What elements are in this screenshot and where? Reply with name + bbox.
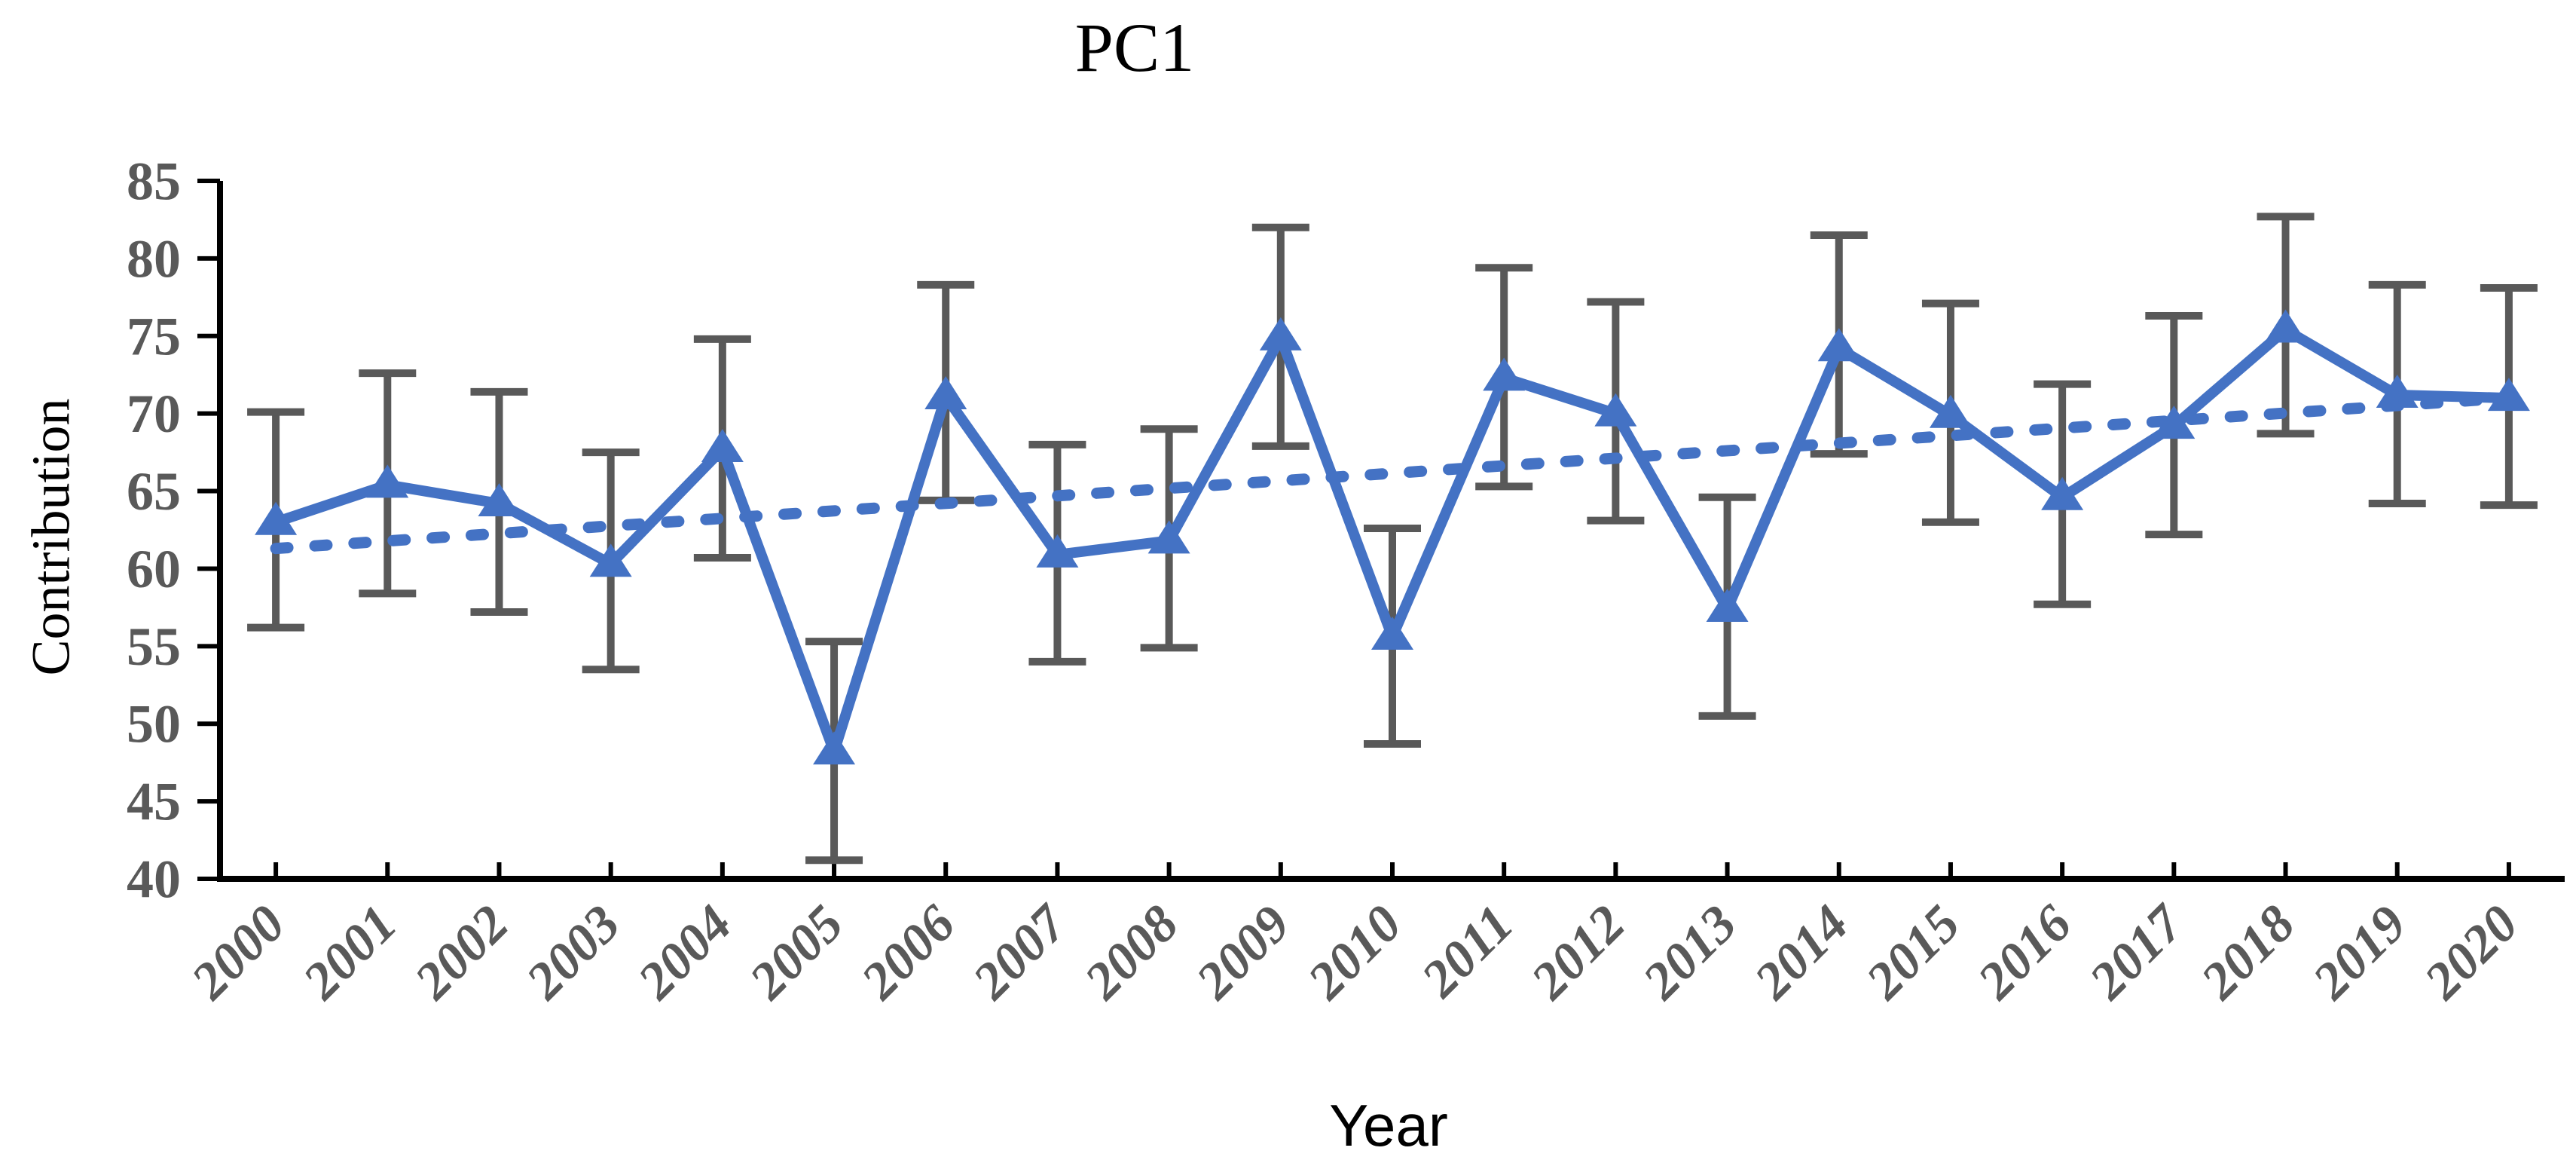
y-tick-label: 55 [127, 617, 181, 677]
series-marker-triangle [1706, 588, 1749, 622]
x-tick-label: 2009 [1185, 895, 1301, 1011]
x-tick-label: 2005 [738, 895, 854, 1011]
series-marker-triangle [2153, 406, 2196, 439]
y-tick-label: 40 [127, 849, 181, 909]
series-marker-triangle [813, 731, 856, 765]
series-marker-triangle [1371, 616, 1413, 650]
x-axis-title: Year [1329, 1092, 1448, 1158]
y-tick-label: 50 [127, 694, 181, 754]
x-tick-label: 2013 [1632, 895, 1748, 1011]
series-marker-triangle [1259, 317, 1302, 350]
x-tick-label: 2002 [404, 895, 520, 1011]
x-tick-label: 2008 [1074, 895, 1190, 1011]
series-marker-triangle [2264, 309, 2307, 343]
series-marker-triangle [2041, 476, 2084, 510]
x-tick-label: 2020 [2413, 895, 2529, 1011]
y-tick-label: 80 [127, 228, 181, 289]
series-marker-triangle [589, 543, 632, 577]
x-tick-label: 2007 [962, 893, 1080, 1011]
series-marker-triangle [2487, 378, 2530, 412]
series-marker-triangle [1036, 534, 1079, 568]
chart-title: PC1 [1074, 9, 1195, 86]
x-tick-label: 2011 [1410, 895, 1524, 1008]
x-tick-label: 2004 [627, 895, 743, 1011]
x-tick-label: 2006 [850, 895, 966, 1011]
x-tick-label: 2018 [2190, 895, 2306, 1011]
series-marker-triangle [1594, 393, 1637, 427]
series-marker-triangle [1817, 328, 1860, 362]
series-marker-triangle [366, 464, 409, 498]
y-tick-label: 65 [127, 461, 181, 522]
x-tick-label: 2000 [180, 895, 296, 1011]
series-marker-triangle [924, 376, 967, 410]
x-tick-label: 2017 [2078, 893, 2196, 1011]
x-tick-label: 2014 [1743, 895, 1859, 1011]
x-tick-label: 2012 [1520, 895, 1636, 1011]
x-tick-label: 2016 [1966, 895, 2082, 1011]
y-tick-label: 75 [127, 306, 181, 366]
y-tick-label: 85 [127, 151, 181, 211]
y-tick-label: 70 [127, 384, 181, 444]
series-marker-triangle [478, 483, 521, 517]
series-marker-triangle [255, 501, 298, 535]
x-tick-label: 2019 [2302, 895, 2418, 1011]
x-tick-label: 2003 [515, 895, 631, 1011]
series-marker-triangle [1929, 394, 1972, 428]
series-marker-triangle [701, 428, 744, 462]
series-marker-triangle [1483, 357, 1526, 391]
y-tick-label: 45 [127, 772, 181, 832]
series-marker-triangle [1147, 520, 1190, 554]
y-tick-label: 60 [127, 539, 181, 599]
x-tick-label: 2001 [292, 895, 408, 1011]
x-tick-label: 2015 [1855, 895, 1971, 1011]
x-tick-label: 2010 [1297, 895, 1413, 1011]
series-marker-triangle [2376, 374, 2419, 408]
